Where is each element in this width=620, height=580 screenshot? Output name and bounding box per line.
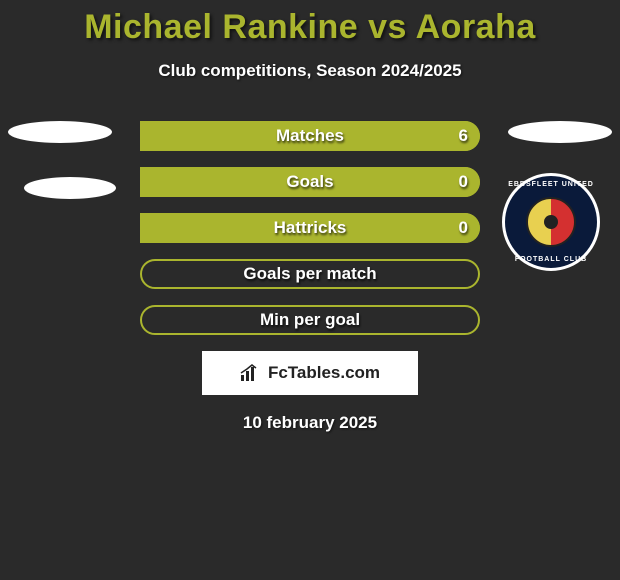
badge-text-bottom: FOOTBALL CLUB xyxy=(505,256,597,263)
date: 10 february 2025 xyxy=(0,413,620,433)
player1-name: Michael Rankine xyxy=(84,8,358,46)
bar-label: Goals per match xyxy=(243,264,376,284)
stat-bar: Hattricks 0 xyxy=(140,213,480,243)
bar-label: Hattricks xyxy=(274,218,347,238)
bar-label: Goals xyxy=(286,172,333,192)
club-badge: EBBSFLEET UNITED FOOTBALL CLUB xyxy=(502,173,600,271)
stat-bar: Min per goal xyxy=(140,305,480,335)
stats-area: EBBSFLEET UNITED FOOTBALL CLUB Matches 6 G… xyxy=(0,121,620,335)
badge-outer-ring: EBBSFLEET UNITED FOOTBALL CLUB xyxy=(502,173,600,271)
badge-inner-circle xyxy=(526,197,576,247)
subtitle: Club competitions, Season 2024/2025 xyxy=(0,61,620,81)
bar-value-right: 6 xyxy=(459,126,468,146)
player1-avatar-head xyxy=(8,121,112,143)
player2-avatar-head xyxy=(508,121,612,143)
vs-text: vs xyxy=(368,8,407,46)
player1-avatar-body xyxy=(24,177,116,199)
bar-label: Matches xyxy=(276,126,344,146)
stat-bar: Goals per match xyxy=(140,259,480,289)
page-title: Michael Rankine vs Aoraha xyxy=(0,0,620,47)
bar-value-right: 0 xyxy=(459,172,468,192)
badge-text-top: EBBSFLEET UNITED xyxy=(505,181,597,188)
bar-label: Min per goal xyxy=(260,310,360,330)
chart-icon xyxy=(240,364,262,382)
bar-value-right: 0 xyxy=(459,218,468,238)
watermark-text: FcTables.com xyxy=(268,363,380,383)
stat-bar: Matches 6 xyxy=(140,121,480,151)
stat-bar: Goals 0 xyxy=(140,167,480,197)
player2-name: Aoraha xyxy=(416,8,536,46)
watermark: FcTables.com xyxy=(202,351,418,395)
